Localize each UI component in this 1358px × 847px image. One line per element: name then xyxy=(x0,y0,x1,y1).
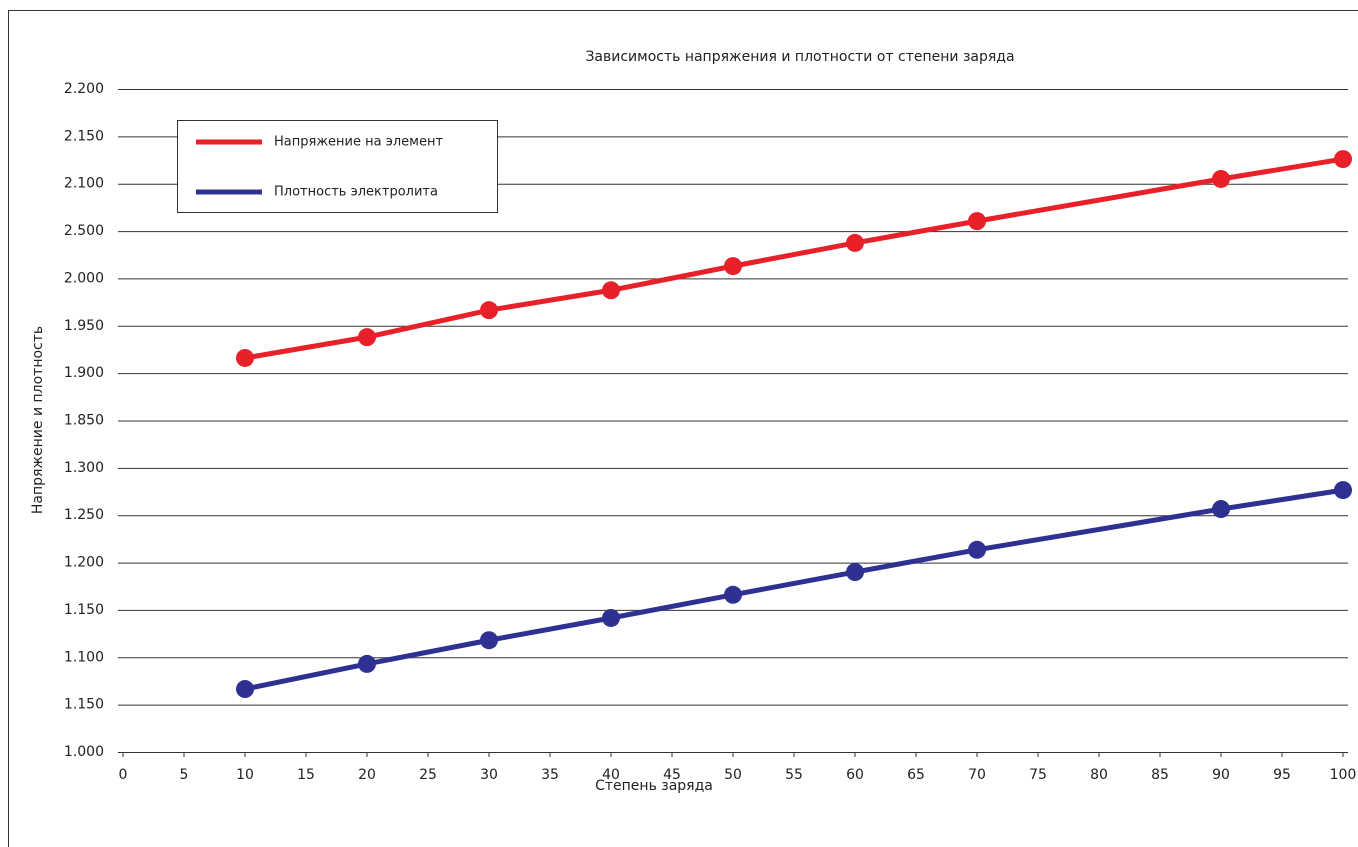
data-point xyxy=(236,680,254,699)
x-tick-label: 40 xyxy=(602,767,620,783)
chart-title: Зависимость напряжения и плотности от ст… xyxy=(585,49,1014,65)
y-tick-label: 1.900 xyxy=(64,365,104,381)
data-point xyxy=(236,348,254,367)
y-tick-label: 2.150 xyxy=(64,128,104,144)
x-tick-label: 5 xyxy=(180,767,189,783)
x-tick-label: 75 xyxy=(1029,767,1047,783)
x-tick-label: 60 xyxy=(846,767,864,783)
legend-label: Напряжение на элемент xyxy=(274,135,443,150)
y-tick-label: 2.500 xyxy=(64,223,104,239)
x-tick-label: 65 xyxy=(907,767,925,783)
legend-label: Плотность электролита xyxy=(274,185,438,200)
x-tick-label: 25 xyxy=(419,767,437,783)
x-tick-label: 100 xyxy=(1330,767,1357,783)
x-tick-label: 55 xyxy=(785,767,803,783)
y-tick-label: 1.300 xyxy=(64,460,104,476)
data-point xyxy=(846,233,864,252)
data-point xyxy=(602,608,620,627)
x-axis-label: Степень заряда xyxy=(595,778,713,794)
y-tick-label: 1.200 xyxy=(64,555,104,571)
data-point xyxy=(358,654,376,673)
x-tick-label: 80 xyxy=(1090,767,1108,783)
legend-box xyxy=(177,120,498,213)
y-tick-label: 2.100 xyxy=(64,176,104,192)
y-tick-label: 1.850 xyxy=(64,413,104,429)
x-tick-label: 50 xyxy=(724,767,742,783)
data-point xyxy=(724,257,742,276)
data-point xyxy=(1334,481,1352,500)
x-tick-label: 10 xyxy=(236,767,254,783)
data-point xyxy=(1212,169,1230,188)
y-tick-label: 1.150 xyxy=(64,602,104,618)
chart-border xyxy=(8,10,1358,847)
x-tick-label: 15 xyxy=(297,767,315,783)
x-tick-label: 85 xyxy=(1151,767,1169,783)
data-point xyxy=(968,540,986,559)
series-line xyxy=(244,487,1344,692)
y-tick-label: 2.000 xyxy=(64,270,104,286)
data-point xyxy=(968,212,986,231)
data-point xyxy=(846,563,864,582)
y-axis-label: Напряжение и плотность xyxy=(30,326,46,514)
y-tick-label: 1.150 xyxy=(64,697,104,713)
y-tick-label: 1.250 xyxy=(64,507,104,523)
x-tick-label: 45 xyxy=(663,767,681,783)
x-tick-label: 95 xyxy=(1273,767,1291,783)
y-tick-label: 1.100 xyxy=(64,649,104,665)
x-tick-label: 0 xyxy=(119,767,128,783)
y-tick-label: 1.000 xyxy=(64,744,104,760)
x-tick-label: 35 xyxy=(541,767,559,783)
x-tick-label: 70 xyxy=(968,767,986,783)
data-point xyxy=(1334,150,1352,169)
data-point xyxy=(1212,500,1230,519)
data-point xyxy=(602,281,620,300)
y-tick-label: 1.950 xyxy=(64,318,104,334)
data-point xyxy=(480,631,498,650)
x-tick-label: 30 xyxy=(480,767,498,783)
data-point xyxy=(480,301,498,320)
y-tick-label: 2.200 xyxy=(64,81,104,97)
x-tick-label: 90 xyxy=(1212,767,1230,783)
data-point xyxy=(724,585,742,604)
data-point xyxy=(358,328,376,347)
x-tick-label: 20 xyxy=(358,767,376,783)
